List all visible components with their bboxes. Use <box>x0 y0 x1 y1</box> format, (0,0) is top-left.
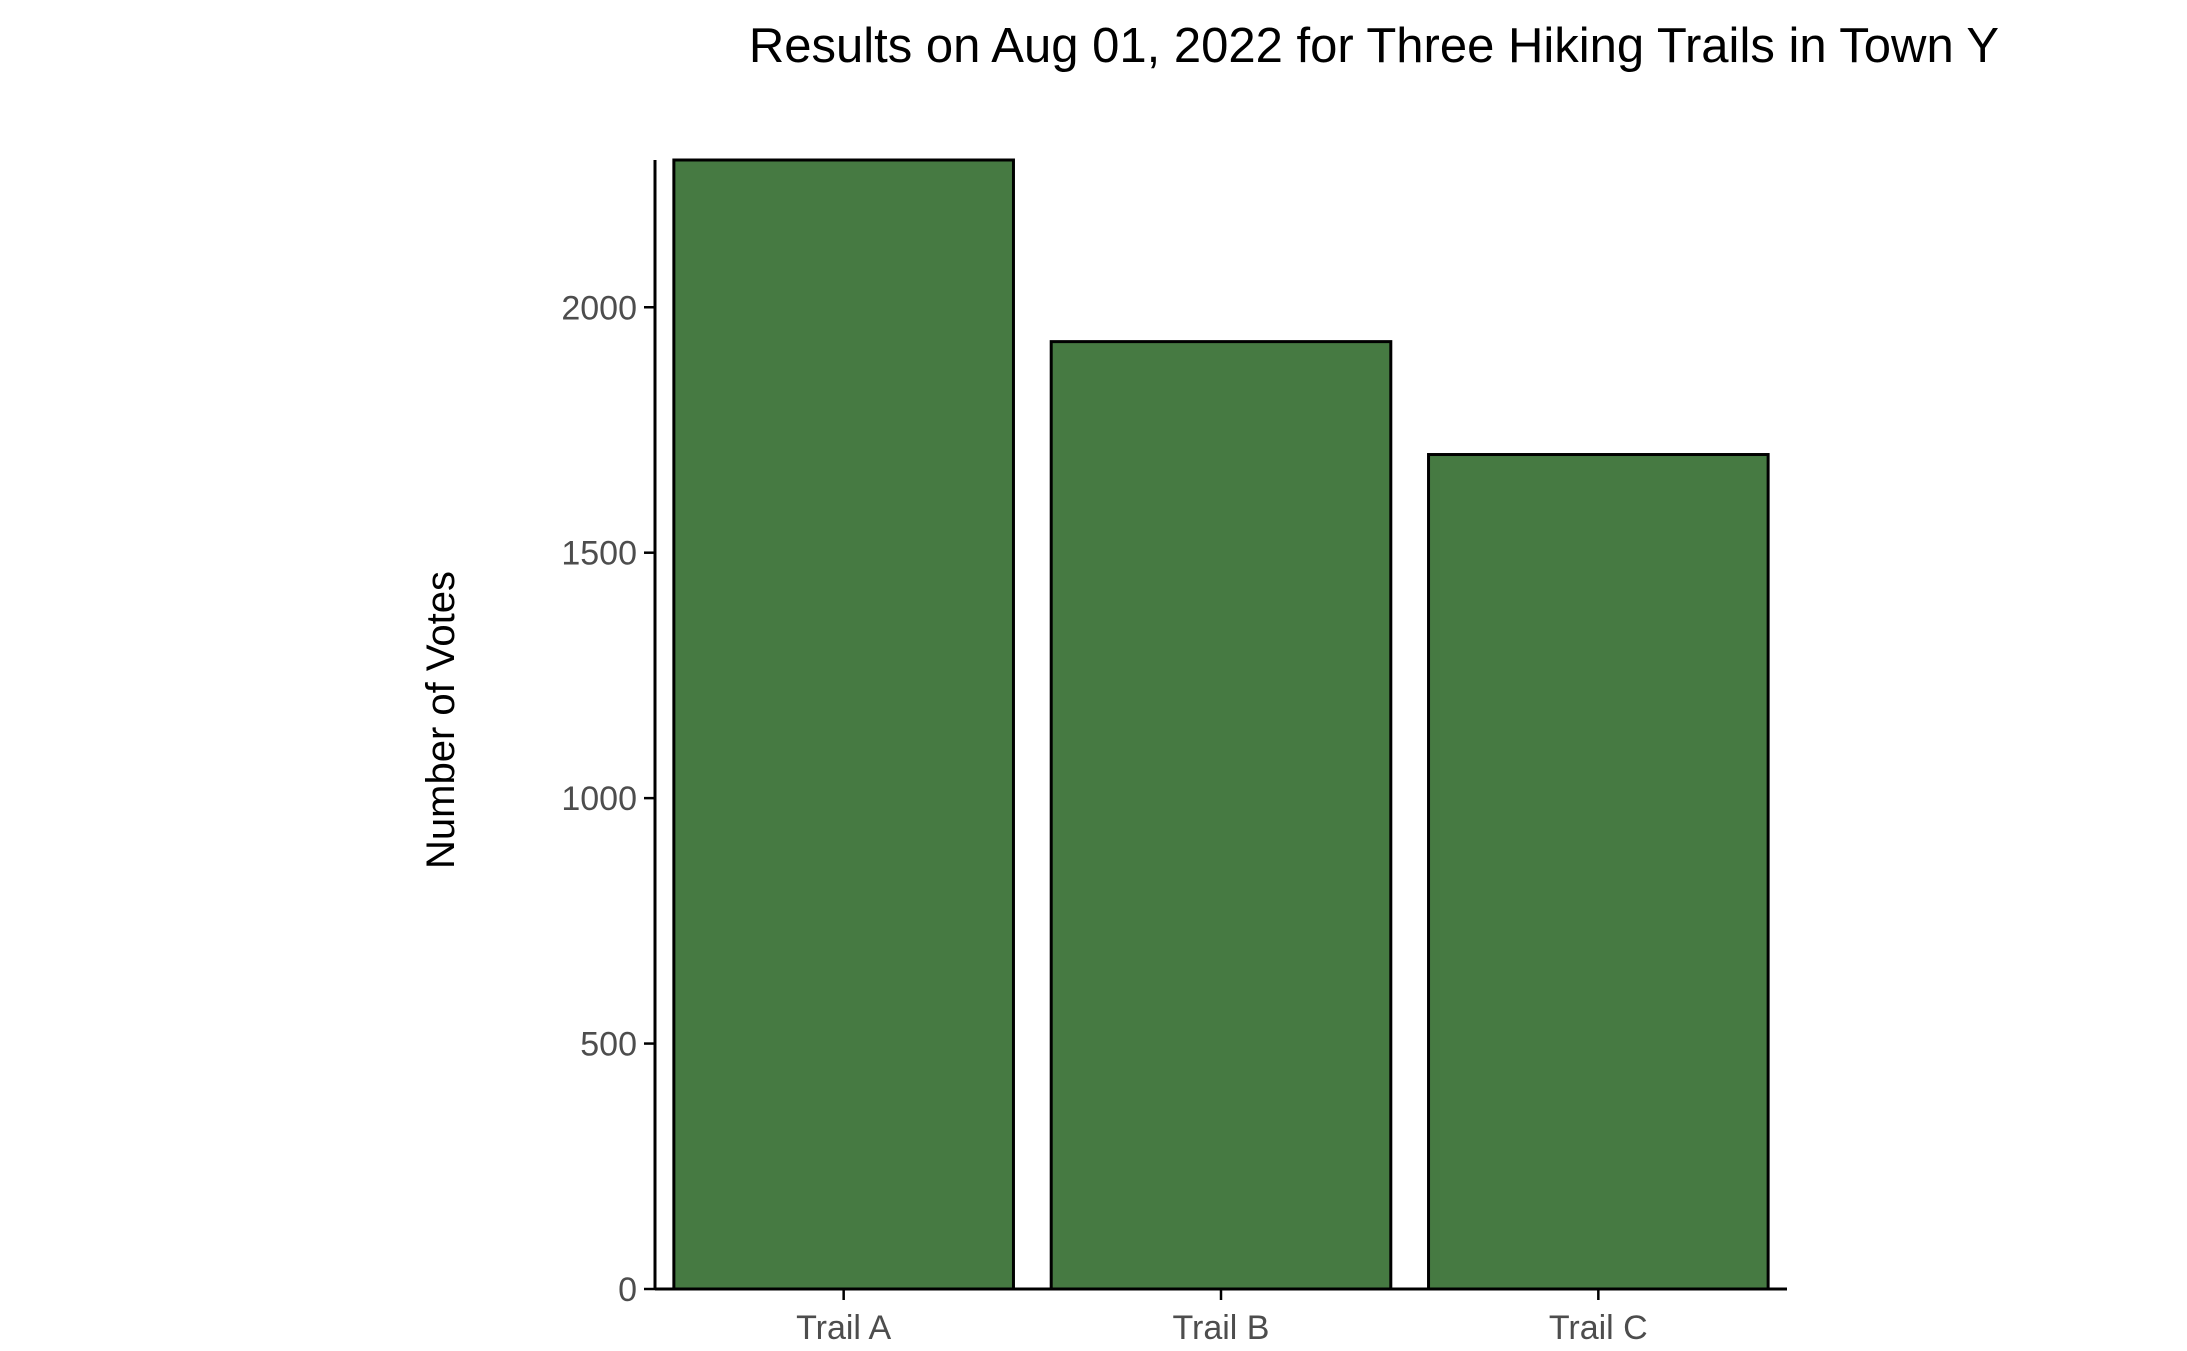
y-tick-label: 500 <box>580 1026 637 1064</box>
chart-title: Results on Aug 01, 2022 for Three Hiking… <box>749 19 1999 73</box>
x-tick-label: Trail A <box>796 1309 891 1347</box>
y-tick-label: 1500 <box>561 535 637 573</box>
y-tick-label: 0 <box>618 1271 637 1309</box>
x-tick-label: Trail B <box>1173 1309 1270 1347</box>
y-axis-label: Number of Votes <box>419 571 463 869</box>
bar-trail-b <box>1049 340 1393 1291</box>
bars-layer <box>672 158 1770 1291</box>
y-tick-label: 2000 <box>561 289 637 327</box>
bar-trail-a <box>672 158 1015 1291</box>
bar-trail-c <box>1427 453 1770 1291</box>
y-tick-label: 1000 <box>561 780 637 818</box>
x-tick-label: Trail C <box>1549 1309 1648 1347</box>
axes-layer: Trail A Trail B Trail C 0 500 1000 1500 2000 <box>561 160 1787 1347</box>
